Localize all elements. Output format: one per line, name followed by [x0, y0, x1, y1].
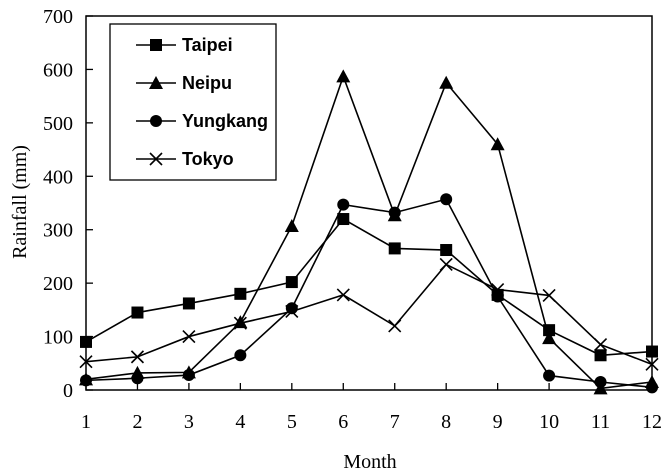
series-line-neipu [85, 73, 653, 390]
data-point-tokyo [79, 355, 93, 369]
x-tick-label: 6 [338, 411, 348, 433]
x-marker-stroke [491, 282, 505, 297]
legend-marker-tokyo [149, 152, 163, 166]
data-point-tokyo [388, 319, 402, 333]
x-tick-label: 3 [184, 411, 194, 433]
x-marker-stroke [645, 357, 659, 371]
series-tokyo [79, 257, 659, 371]
y-axis-title: Rainfall (mm) [9, 145, 31, 259]
x-marker-stroke [182, 330, 196, 344]
data-point-taipei [337, 213, 350, 226]
legend-marker-taipei [150, 39, 162, 51]
data-point-tokyo [182, 330, 196, 344]
data-point-taipei [646, 345, 658, 358]
series-taipei [80, 213, 658, 362]
series-line-tokyo [85, 263, 653, 366]
data-point-taipei [285, 276, 298, 289]
y-tick-label: 0 [63, 380, 73, 402]
x-marker-stroke [130, 350, 145, 364]
y-tick-label: 600 [43, 59, 73, 81]
data-point-yungkang [234, 349, 247, 362]
data-point-tokyo [130, 350, 145, 364]
data-point-taipei [80, 335, 92, 348]
x-marker-stroke [542, 288, 556, 302]
series-yungkang [80, 193, 658, 394]
series-line-taipei [85, 217, 653, 357]
legend-marker-neipu [149, 76, 163, 89]
legend: Taipei Neipu Yungkang Tokyo [109, 23, 277, 181]
x-axis-title: Month [343, 451, 396, 473]
legend-entry-neipu: Neipu [136, 73, 232, 93]
data-point-tokyo [645, 357, 659, 371]
data-point-neipu [542, 331, 557, 345]
data-point-tokyo [542, 288, 556, 302]
legend-box [109, 23, 277, 181]
data-point-yungkang [491, 290, 504, 303]
x-marker-stroke [79, 355, 93, 369]
data-point-taipei [440, 244, 453, 257]
x-tick-label: 1 [81, 411, 91, 433]
data-point-tokyo [336, 288, 350, 302]
y-tick-label: 400 [43, 166, 73, 188]
x-tick-label: 9 [493, 411, 503, 433]
data-point-yungkang [182, 369, 195, 382]
data-point-taipei [388, 242, 401, 255]
x-marker-stroke [285, 304, 299, 319]
x-tick-label: 8 [441, 411, 451, 433]
x-marker-stroke [336, 288, 350, 302]
data-point-tokyo [285, 304, 299, 319]
data-point-taipei [594, 349, 607, 362]
x-marker-stroke [593, 338, 608, 352]
x-tick-label: 11 [591, 411, 610, 433]
y-tick-label: 100 [43, 327, 73, 349]
x-tick-label: 4 [235, 411, 245, 433]
x-tick-label: 7 [390, 411, 400, 433]
x-tick-label: 5 [287, 411, 297, 433]
data-point-neipu [336, 69, 351, 83]
series-layer [79, 69, 659, 395]
x-marker-stroke [233, 316, 247, 330]
legend-marker-yungkang [150, 115, 162, 127]
legend-entry-yungkang: Yungkang [136, 111, 268, 131]
data-point-yungkang [388, 206, 401, 219]
series-line-yungkang [85, 198, 653, 389]
data-point-tokyo [439, 257, 453, 272]
data-point-taipei [182, 297, 195, 310]
x-marker-stroke [439, 257, 453, 272]
x-tick-label: 12 [642, 411, 662, 433]
x-marker-stroke [149, 152, 163, 166]
data-point-neipu [284, 218, 299, 232]
data-point-tokyo [491, 282, 505, 297]
legend-label-neipu: Neipu [182, 73, 232, 93]
data-point-tokyo [593, 338, 608, 352]
data-point-yungkang [440, 193, 453, 206]
data-point-yungkang [80, 374, 92, 387]
data-point-yungkang [594, 375, 607, 388]
y-tick-label: 300 [43, 220, 73, 242]
data-point-yungkang [543, 369, 556, 382]
x-marker-stroke [388, 319, 402, 333]
y-tick-label: 200 [43, 273, 73, 295]
plot-frame [85, 15, 653, 391]
x-tick-label: 2 [132, 411, 142, 433]
data-point-tokyo [233, 316, 247, 330]
legend-label-taipei: Taipei [182, 35, 233, 55]
data-point-yungkang [337, 198, 350, 211]
legend-label-yungkang: Yungkang [182, 111, 268, 131]
data-point-yungkang [131, 372, 144, 385]
y-tick-label: 700 [43, 6, 73, 28]
data-point-taipei [234, 287, 247, 300]
legend-entry-taipei: Taipei [136, 35, 233, 55]
data-point-neipu [490, 137, 505, 151]
data-point-yungkang [646, 381, 658, 394]
x-tick-label: 10 [539, 411, 559, 433]
data-point-taipei [131, 306, 144, 319]
plot-border [85, 15, 653, 391]
legend-entry-tokyo: Tokyo [136, 149, 234, 169]
y-tick-label: 500 [43, 113, 73, 135]
legend-label-tokyo: Tokyo [182, 149, 234, 169]
data-point-neipu [439, 75, 454, 89]
